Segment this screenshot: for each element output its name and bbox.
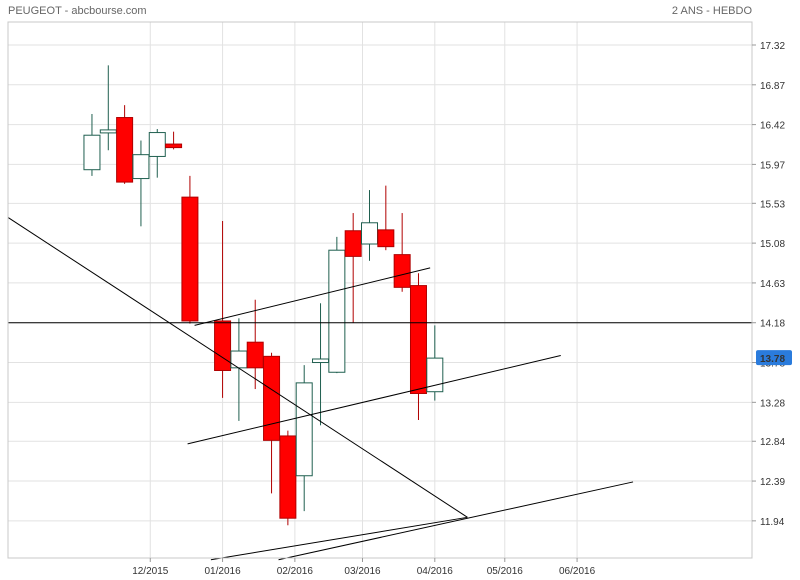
y-tick-label: 14.18 xyxy=(760,319,785,330)
trendline xyxy=(187,354,561,445)
trendline xyxy=(194,267,431,326)
y-tick-label: 17.32 xyxy=(760,41,785,52)
candle-up xyxy=(426,325,444,401)
candle-body xyxy=(181,196,199,322)
last-price-marker: 13.78 xyxy=(756,350,792,366)
x-tick-label: 01/2016 xyxy=(204,566,241,577)
plot-border xyxy=(7,21,753,559)
candle-down xyxy=(344,213,362,323)
candle-body xyxy=(83,134,101,171)
y-tick-label: 12.39 xyxy=(760,477,785,488)
candle-body xyxy=(230,350,248,369)
candle-body xyxy=(214,320,232,371)
candle-down xyxy=(393,213,411,292)
trendline xyxy=(278,481,634,561)
y-tick-label: 16.42 xyxy=(760,121,785,132)
y-tick-label: 14.63 xyxy=(760,279,785,290)
candle-up xyxy=(99,65,117,151)
y-tick-label: 15.08 xyxy=(760,239,785,250)
candle-body xyxy=(246,341,264,369)
last-price-label: 13.78 xyxy=(760,354,785,365)
candle-down xyxy=(279,430,297,526)
candle-body xyxy=(409,285,427,394)
candle-down xyxy=(165,131,183,150)
x-tick-label: 02/2016 xyxy=(277,566,314,577)
candle-up xyxy=(361,190,379,261)
last-price-badge xyxy=(756,350,792,366)
candle-down xyxy=(246,299,264,390)
candle-body xyxy=(426,357,444,393)
x-tick-label: 12/2015 xyxy=(132,566,169,577)
y-tick-label: 13.28 xyxy=(760,398,785,409)
candle-up xyxy=(83,113,101,176)
y-tick-label: 15.53 xyxy=(760,199,785,210)
candle-body xyxy=(361,222,379,245)
candle-body xyxy=(312,358,330,364)
candle-body xyxy=(377,229,395,248)
candles xyxy=(83,65,444,526)
candle-body xyxy=(295,382,313,477)
y-tick-label: 11.94 xyxy=(760,517,785,528)
chart-period: 2 ANS - HEBDO xyxy=(672,5,753,17)
candle-up xyxy=(312,303,330,426)
x-axis-ticks: 12/2015 01/2016 02/2016 03/2016 04/2016 05/20… xyxy=(132,558,596,577)
candle-body xyxy=(328,249,346,373)
candle-down xyxy=(409,273,427,421)
y-axis-ticks: 17.32 16.87 16.42 15.97 15.53 15.08 14.63 14.18… xyxy=(752,41,785,528)
candle-body xyxy=(279,435,297,519)
candle-body xyxy=(263,355,281,441)
x-tick-label: 06/2016 xyxy=(559,566,596,577)
candle-body xyxy=(99,129,117,134)
x-tick-label: 05/2016 xyxy=(487,566,524,577)
trendline xyxy=(210,516,468,561)
trendlines xyxy=(7,217,752,561)
y-tick-label: 15.97 xyxy=(760,160,785,171)
y-tick-label: 12.84 xyxy=(760,437,785,448)
candle-body xyxy=(116,117,134,183)
candle-down xyxy=(116,105,134,184)
candle-down xyxy=(263,352,281,494)
candle-down xyxy=(214,221,232,398)
candle-body xyxy=(132,154,150,180)
x-tick-label: 03/2016 xyxy=(344,566,381,577)
candle-down xyxy=(377,185,395,251)
chart-title: PEUGEOT - abcbourse.com xyxy=(8,5,147,17)
candle-down xyxy=(181,175,199,324)
candle-body xyxy=(165,143,183,149)
x-tick-label: 04/2016 xyxy=(417,566,454,577)
candle-body xyxy=(393,254,411,288)
y-tick-label: 16.87 xyxy=(760,81,785,92)
candle-up xyxy=(328,236,346,374)
candle-body xyxy=(344,230,362,257)
candle-up xyxy=(230,318,248,421)
candle-body xyxy=(148,132,166,157)
trendline xyxy=(7,217,468,518)
candle-up xyxy=(148,129,166,178)
candle-up xyxy=(295,365,313,512)
candle-up xyxy=(132,140,150,227)
